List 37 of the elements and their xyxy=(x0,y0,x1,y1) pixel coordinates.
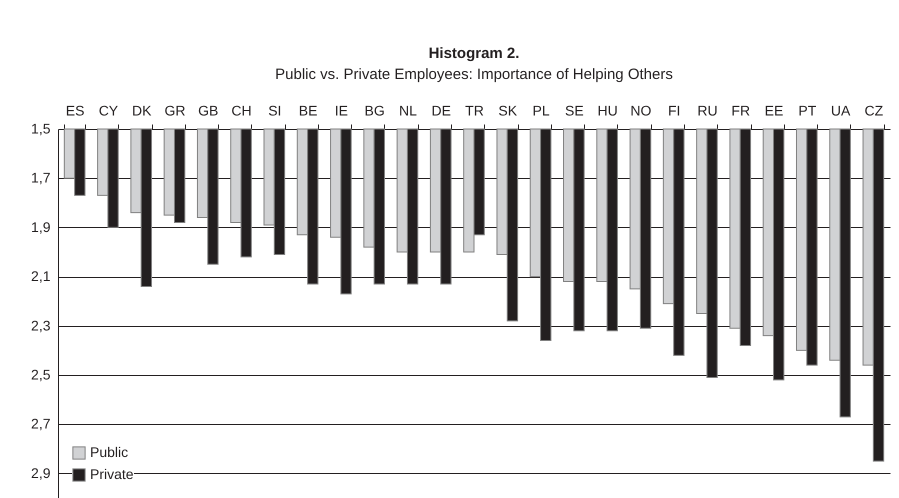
y-tick-label: 2,3 xyxy=(31,317,51,334)
x-tick-label: SI xyxy=(268,102,282,118)
y-tick-label: 1,7 xyxy=(31,170,51,186)
x-tick-label: PL xyxy=(532,102,550,118)
x-tick-label: RU xyxy=(697,102,718,118)
x-tick-label: FR xyxy=(731,102,750,118)
x-tick-label: DK xyxy=(132,102,152,118)
chart-title: Histogram 2. xyxy=(428,45,520,62)
y-tick-label: 1,9 xyxy=(31,218,51,235)
x-tick-label: SK xyxy=(498,102,518,118)
x-tick-label: IE xyxy=(334,102,348,118)
legend-label: Private xyxy=(90,466,134,482)
x-tick-label: CZ xyxy=(864,102,884,118)
x-tick-label: NO xyxy=(630,102,652,118)
x-tick-label: BE xyxy=(298,102,318,118)
y-tick-label: 1,5 xyxy=(31,120,51,136)
x-tick-label: FI xyxy=(668,102,680,118)
x-tick-label: TR xyxy=(465,102,484,118)
x-tick-label: CH xyxy=(231,102,252,118)
x-tick-label: CY xyxy=(98,102,119,118)
x-tick-label: ES xyxy=(66,102,84,118)
y-tick-label: 2,1 xyxy=(31,268,51,284)
x-tick-label: EE xyxy=(764,102,784,118)
x-tick-label: PT xyxy=(798,102,817,118)
x-tick-label: UA xyxy=(830,102,851,118)
y-tick-label: 2,7 xyxy=(31,416,51,432)
legend-label: Public xyxy=(90,444,128,460)
x-tick-label: DE xyxy=(431,102,451,118)
chart-subtitle: Public vs. Private Employees: Importance of Helping Others xyxy=(275,66,673,83)
y-tick-label: 2,5 xyxy=(31,366,51,382)
x-tick-label: HU xyxy=(598,102,618,118)
x-tick-label: GB xyxy=(198,102,218,118)
x-tick-label: BG xyxy=(364,102,385,118)
y-tick-label: 2,9 xyxy=(31,464,51,481)
x-tick-label: GR xyxy=(164,102,186,118)
x-tick-label: SE xyxy=(564,102,584,118)
x-tick-label: NL xyxy=(398,102,418,118)
